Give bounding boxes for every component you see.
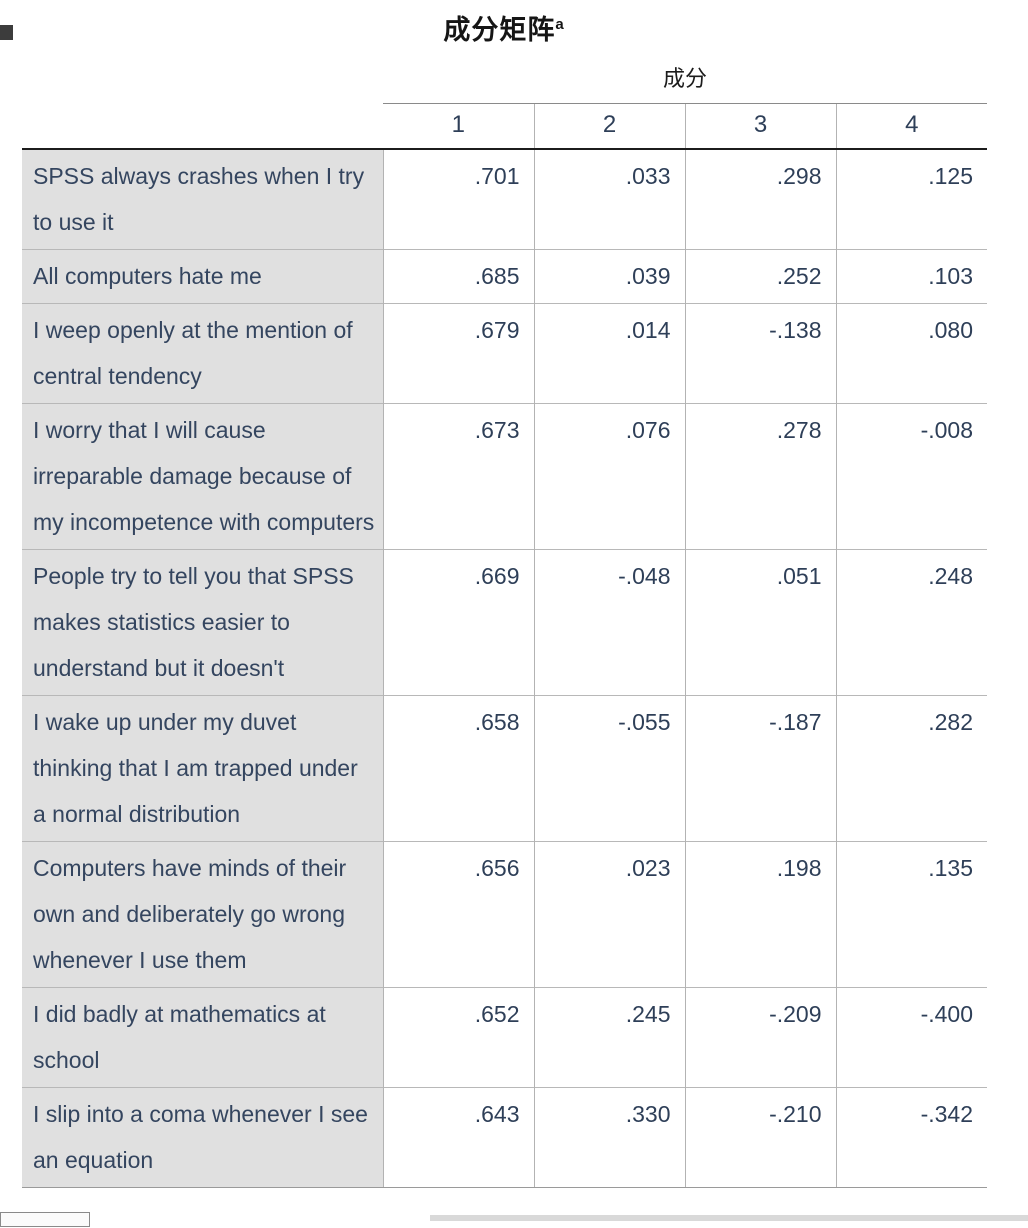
cell-value: .330	[533, 1087, 685, 1188]
row-label: Computers have minds of their own and de…	[22, 841, 383, 988]
matrix-body: SPSS always crashes when I try to use it…	[22, 149, 988, 1188]
row-label: I weep openly at the mention of central …	[22, 303, 383, 404]
cell-value: .652	[382, 987, 534, 1088]
cell-value: .125	[835, 149, 988, 250]
cell-value: -.400	[835, 987, 988, 1088]
header-corner-cell	[22, 103, 383, 150]
cutoff-bottom-strip	[430, 1215, 1028, 1221]
table-title-wrap: 成分矩阵a	[22, 8, 986, 47]
table-row: I worry that I will cause irreparable da…	[22, 403, 988, 550]
table-row: I slip into a coma whenever I see an equ…	[22, 1087, 988, 1188]
cell-value: .673	[382, 403, 534, 550]
table-row: I wake up under my duvet thinking that I…	[22, 695, 988, 842]
column-header-4: 4	[835, 103, 988, 150]
cell-value: .278	[684, 403, 836, 550]
column-header-2: 2	[533, 103, 685, 150]
cell-value: .051	[684, 549, 836, 696]
component-group-header: 成分	[383, 53, 988, 104]
table-title-footnote-marker: a	[555, 16, 565, 33]
cell-value: -.055	[533, 695, 685, 842]
spanner-row: 成分	[22, 53, 988, 104]
cell-value: -.048	[533, 549, 685, 696]
component-matrix-table: 成分 1 2 3 4 SPSS always crashes when I tr…	[22, 53, 988, 1188]
cell-value: .298	[684, 149, 836, 250]
row-label: All computers hate me	[22, 249, 383, 304]
table-title: 成分矩阵a	[443, 8, 564, 47]
table-row: I weep openly at the mention of central …	[22, 303, 988, 404]
cell-value: .135	[835, 841, 988, 988]
cell-value: .656	[382, 841, 534, 988]
table-row: Computers have minds of their own and de…	[22, 841, 988, 988]
cell-value: .252	[684, 249, 836, 304]
column-header-3: 3	[684, 103, 836, 150]
cell-value: .076	[533, 403, 685, 550]
cell-value: .658	[382, 695, 534, 842]
cell-value: .701	[382, 149, 534, 250]
cell-value: -.138	[684, 303, 836, 404]
cell-value: -.187	[684, 695, 836, 842]
cell-value: .643	[382, 1087, 534, 1188]
table-row: SPSS always crashes when I try to use it…	[22, 149, 988, 250]
cell-value: -.008	[835, 403, 988, 550]
row-label: People try to tell you that SPSS makes s…	[22, 549, 383, 696]
row-label: I slip into a coma whenever I see an equ…	[22, 1087, 383, 1188]
cell-value: .669	[382, 549, 534, 696]
cell-value: -.209	[684, 987, 836, 1088]
row-label: I wake up under my duvet thinking that I…	[22, 695, 383, 842]
cell-value: .014	[533, 303, 685, 404]
cutoff-left-artifact	[0, 25, 13, 40]
column-number-row: 1 2 3 4	[22, 103, 988, 150]
cell-value: -.210	[684, 1087, 836, 1188]
cell-value: .245	[533, 987, 685, 1088]
cutoff-bottom-box	[0, 1212, 90, 1227]
cell-value: .023	[533, 841, 685, 988]
cell-value: .685	[382, 249, 534, 304]
row-label: SPSS always crashes when I try to use it	[22, 149, 383, 250]
table-row: All computers hate me .685 .039 .252 .10…	[22, 249, 988, 304]
row-label: I did badly at mathematics at school	[22, 987, 383, 1088]
cell-value: .679	[382, 303, 534, 404]
cell-value: .080	[835, 303, 988, 404]
table-row: People try to tell you that SPSS makes s…	[22, 549, 988, 696]
cell-value: .282	[835, 695, 988, 842]
cell-value: -.342	[835, 1087, 988, 1188]
matrix-header: 成分 1 2 3 4	[22, 53, 988, 150]
column-header-1: 1	[383, 103, 534, 150]
table-row: I did badly at mathematics at school .65…	[22, 987, 988, 1088]
row-label: I worry that I will cause irreparable da…	[22, 403, 383, 550]
table-title-text: 成分矩阵	[443, 15, 556, 45]
cell-value: .198	[684, 841, 836, 988]
cell-value: .039	[533, 249, 685, 304]
cell-value: .033	[533, 149, 685, 250]
spanner-spacer	[22, 53, 383, 104]
cell-value: .248	[835, 549, 988, 696]
cell-value: .103	[835, 249, 988, 304]
